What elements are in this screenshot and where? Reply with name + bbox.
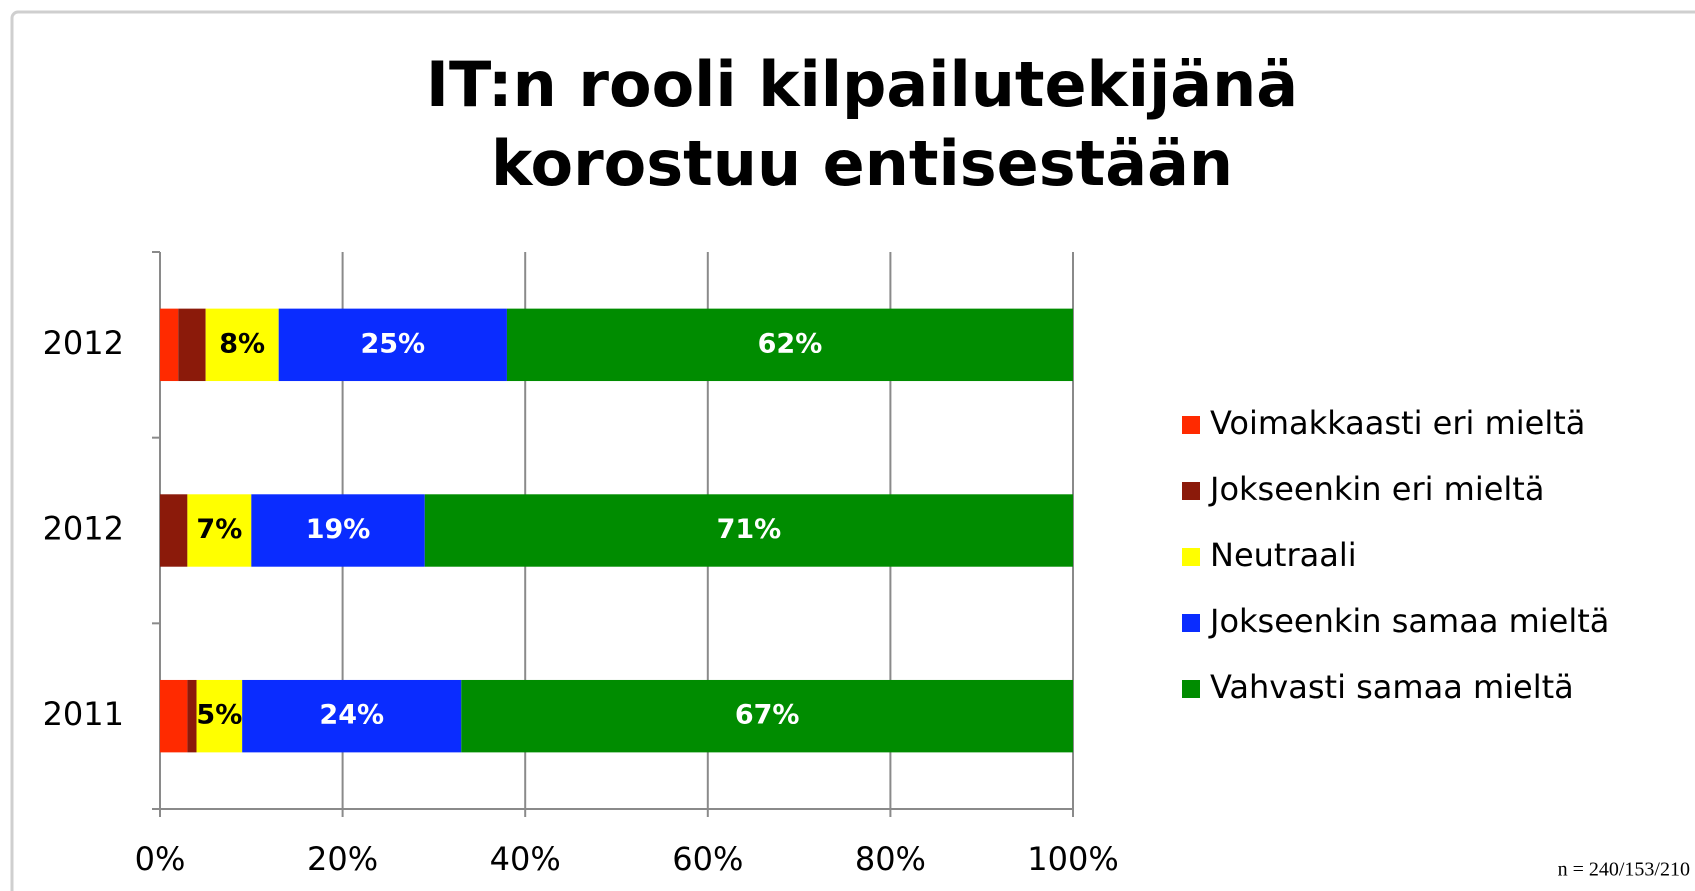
bar-segment [461, 679, 1073, 753]
legend-swatch [1182, 548, 1200, 566]
bar-segment [196, 679, 243, 753]
bar-segment [187, 679, 197, 753]
y-tick-label: 2011 [43, 695, 124, 733]
x-tick-label: 80% [855, 840, 926, 878]
x-tick-label: 100% [1027, 840, 1118, 878]
chart-title: IT:n rooli kilpailutekijänä [426, 48, 1298, 121]
footnote: n = 240/153/210 [1558, 859, 1690, 881]
legend-swatch [1182, 680, 1200, 698]
chart-frame [10, 10, 1695, 891]
legend-swatch [1182, 614, 1200, 632]
data-label: 62% [758, 328, 823, 359]
x-tick-label: 0% [135, 840, 186, 878]
bar-segment [242, 679, 462, 753]
data-label: 7% [196, 514, 242, 545]
bar-segment [178, 308, 206, 382]
legend-label: Jokseenkin samaa mieltä [1208, 602, 1609, 640]
data-label: 8% [219, 328, 265, 359]
bar-segment [160, 679, 188, 753]
bar-segment [506, 308, 1073, 382]
chart-title: korostuu entisestään [491, 127, 1233, 200]
data-label: 67% [735, 700, 800, 731]
legend-label: Vahvasti samaa mieltä [1210, 668, 1574, 706]
data-label: 24% [319, 700, 384, 731]
bar-segment [187, 494, 252, 567]
x-tick-label: 60% [672, 840, 743, 878]
legend-label: Voimakkaasti eri mieltä [1210, 404, 1585, 442]
legend-swatch [1182, 416, 1200, 434]
bar-segment [160, 494, 188, 567]
bar-segment [424, 494, 1073, 567]
bar-segment [251, 494, 425, 567]
legend-swatch [1182, 482, 1200, 500]
data-label: 71% [717, 514, 782, 545]
legend-label: Jokseenkin eri mieltä [1208, 470, 1544, 508]
bar-segment [278, 308, 507, 382]
y-tick-label: 2012 [43, 510, 124, 548]
bar-segment [160, 308, 179, 382]
data-label: 5% [196, 700, 242, 731]
x-tick-label: 40% [490, 840, 561, 878]
data-label: 25% [360, 328, 425, 359]
x-tick-label: 20% [307, 840, 378, 878]
legend-label: Neutraali [1210, 536, 1357, 574]
data-label: 19% [306, 514, 371, 545]
y-tick-label: 2012 [43, 324, 124, 362]
bar-segment [205, 308, 279, 382]
